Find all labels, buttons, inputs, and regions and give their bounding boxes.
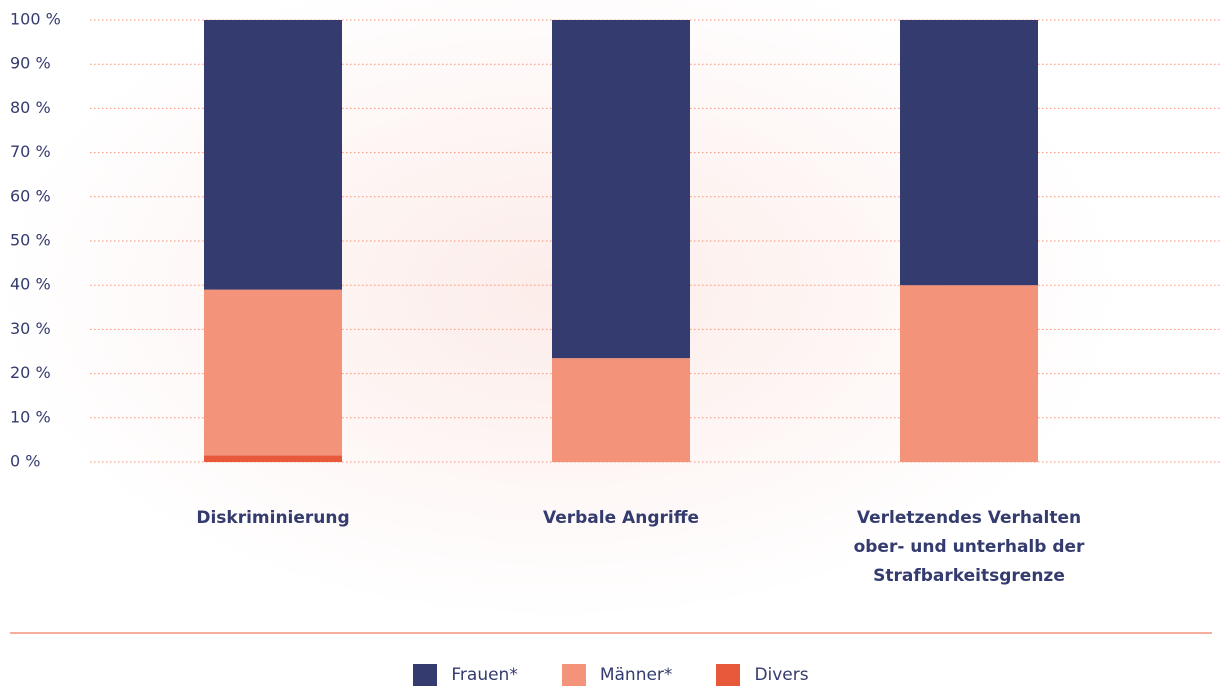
bar-segment [204,455,342,462]
legend-label: Frauen* [451,665,517,685]
page: {"chart_data": {"type": "stacked-bar", "… [0,0,1222,686]
bar-segment [900,285,1038,462]
y-tick-label: 40 % [10,275,51,294]
y-tick-label: 100 % [10,10,61,29]
bar-segment [204,290,342,456]
y-tick-label: 10 % [10,407,51,426]
y-tick-label: 0 % [10,452,40,471]
legend-swatch [413,664,437,686]
bar-segment [204,20,342,290]
legend-item: Männer* [562,664,673,686]
y-tick-label: 70 % [10,142,51,161]
legend-label: Männer* [600,665,673,685]
y-tick-label: 20 % [10,363,51,382]
legend-label: Divers [754,665,808,685]
legend-swatch [716,664,740,686]
y-tick-label: 80 % [10,98,51,117]
legend-item: Divers [716,664,808,686]
bar-segment [552,20,690,358]
legend-item: Frauen* [413,664,517,686]
y-tick-label: 30 % [10,319,51,338]
x-tick-label: Verletzendes Verhalten ober- und unterha… [839,504,1099,591]
y-tick-label: 90 % [10,54,51,73]
x-tick-label: Diskriminierung [123,504,423,533]
legend: Frauen* Männer* Divers [0,664,1222,686]
legend-swatch [562,664,586,686]
bar-segment [900,20,1038,285]
x-tick-label: Verbale Angriffe [471,504,771,533]
y-tick-label: 60 % [10,186,51,205]
bar-segment [552,358,690,462]
y-tick-label: 50 % [10,231,51,250]
